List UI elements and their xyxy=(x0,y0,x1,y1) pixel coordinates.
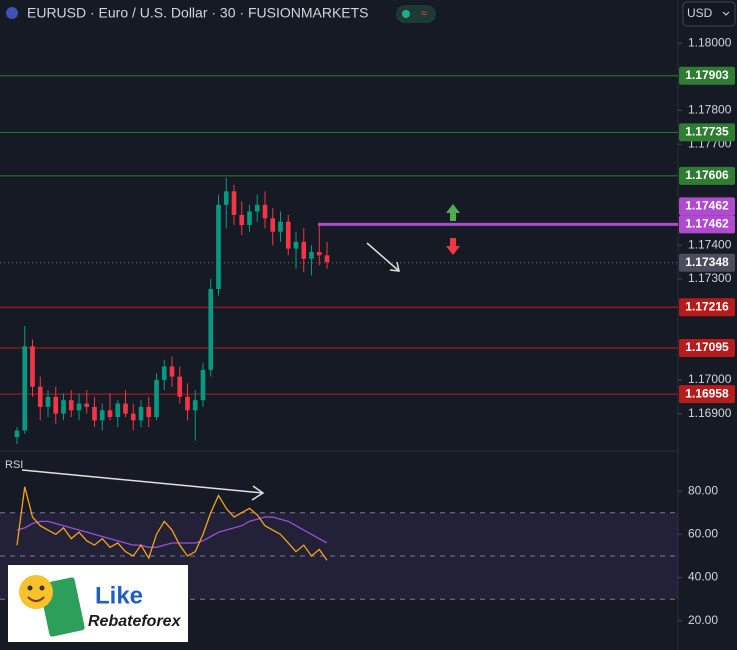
price-tag-label: 1.17462 xyxy=(685,199,729,213)
y-tick-label: 1.17800 xyxy=(688,103,732,117)
price-tag xyxy=(679,215,735,234)
price-tag xyxy=(679,338,735,357)
candle-body xyxy=(262,204,268,219)
price-tag-label: 1.16958 xyxy=(685,386,729,400)
price-tag-label: 1.17606 xyxy=(685,168,729,182)
candle-body xyxy=(169,366,175,377)
logo-subtitle: Rebateforex xyxy=(88,613,182,630)
logo-face xyxy=(19,575,53,609)
y-tick-label: 1.17400 xyxy=(688,237,732,251)
candle-body xyxy=(146,406,152,418)
candle-body xyxy=(200,369,206,401)
status-badge xyxy=(396,5,436,23)
logo-title: Like xyxy=(95,582,143,609)
logo-eye xyxy=(27,585,33,591)
price-tag-label: 1.17348 xyxy=(685,255,729,269)
status-icon: ≈ xyxy=(421,6,428,20)
plot: 1.169001.170001.173001.174001.177001.178… xyxy=(0,35,735,627)
candle-body xyxy=(324,255,330,263)
candle-body xyxy=(53,396,59,414)
chart-title: EURUSD · Euro / U.S. Dollar · 30 · FUSIO… xyxy=(27,5,369,21)
y-tick-label: 1.17300 xyxy=(688,271,732,285)
candle-body xyxy=(84,403,90,407)
candle-body xyxy=(185,396,190,411)
candle-body xyxy=(138,406,144,421)
y-tick-label: 60.00 xyxy=(688,527,718,541)
price-tag xyxy=(679,385,735,404)
candle-body xyxy=(14,430,20,438)
divergence-arrow xyxy=(21,469,265,501)
candle-body xyxy=(293,241,299,249)
candle-body xyxy=(247,211,252,226)
candle-body xyxy=(216,204,221,290)
candle-body xyxy=(107,410,113,418)
rsi-label: RSI xyxy=(5,459,23,471)
candle-body xyxy=(45,396,51,407)
y-tick-label: 40.00 xyxy=(688,570,718,584)
candle-body xyxy=(208,289,214,370)
y-tick-label: 1.17000 xyxy=(688,372,732,386)
up-arrow xyxy=(446,204,460,221)
price-tag xyxy=(679,166,735,185)
logo-smile xyxy=(27,596,45,602)
candle-body xyxy=(285,221,291,249)
candle-body xyxy=(99,410,105,421)
candle-body xyxy=(154,379,159,418)
candle-body xyxy=(270,218,276,232)
candle-body xyxy=(192,400,198,411)
y-tick-label: 20.00 xyxy=(688,613,718,627)
price-tag xyxy=(679,123,735,142)
currency-button[interactable] xyxy=(682,1,736,27)
candle-body xyxy=(239,214,245,226)
price-tag-label: 1.17903 xyxy=(685,68,729,82)
candle-body xyxy=(68,400,74,411)
currency-label[interactable]: USD xyxy=(687,6,713,20)
candle-body xyxy=(22,346,28,431)
candle-body xyxy=(61,400,66,414)
candle-body xyxy=(254,204,260,212)
price-tag-label: 1.17462 xyxy=(685,217,729,231)
candle-body xyxy=(37,386,43,407)
candle-body xyxy=(309,251,314,259)
down-arrow xyxy=(446,238,460,255)
candle-body xyxy=(123,403,128,414)
candle-body xyxy=(316,251,322,256)
price-tag-label: 1.17735 xyxy=(685,125,729,139)
candle-body xyxy=(278,221,283,232)
candle-body xyxy=(161,366,167,380)
candle-body xyxy=(115,403,121,418)
flag-icon xyxy=(6,7,18,19)
candle-body xyxy=(130,413,136,421)
price-tag-label: 1.17095 xyxy=(685,340,729,354)
candle-body xyxy=(301,241,307,259)
candle-body xyxy=(223,191,229,205)
logo-eye xyxy=(39,585,45,591)
price-tag xyxy=(679,253,735,272)
candle-body xyxy=(76,403,82,411)
status-dot xyxy=(402,10,410,18)
price-tag xyxy=(679,298,735,317)
candle-body xyxy=(30,346,35,387)
rsi-ma-line xyxy=(16,516,328,548)
price-tag-label: 1.17216 xyxy=(685,299,729,313)
candle-body xyxy=(231,191,237,215)
logo: Like Rebateforex xyxy=(8,565,188,642)
price-tag xyxy=(679,66,735,85)
y-tick-label: 1.18000 xyxy=(688,35,732,49)
trend-arrow xyxy=(366,242,400,272)
rsi-line xyxy=(16,486,328,561)
candle-body xyxy=(177,376,183,397)
y-tick-label: 1.16900 xyxy=(688,406,732,420)
candle-body xyxy=(92,406,97,421)
dropdown-caret[interactable] xyxy=(722,11,730,16)
y-tick-label: 80.00 xyxy=(688,483,718,497)
price-tag xyxy=(679,197,735,216)
